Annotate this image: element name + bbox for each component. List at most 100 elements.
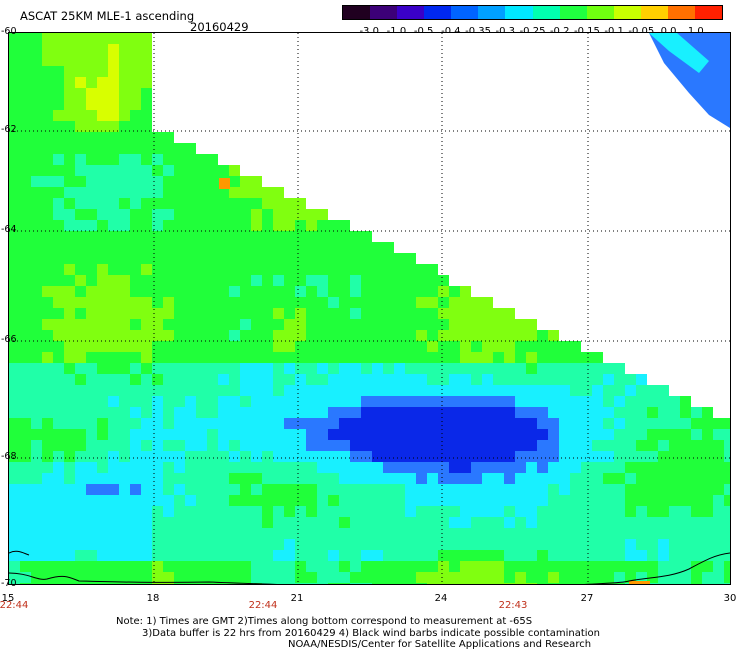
field-cell: [636, 451, 647, 462]
field-cell: [471, 451, 482, 462]
field-cell: [614, 407, 625, 418]
field-cell: [229, 396, 240, 407]
field-cell: [460, 451, 471, 462]
field-cell: [9, 374, 20, 385]
field-cell: [559, 374, 570, 385]
field-cell: [9, 209, 20, 220]
field-cell: [42, 319, 53, 330]
field-cell: [405, 264, 416, 275]
field-cell: [9, 352, 20, 363]
field-cell: [9, 517, 20, 528]
field-cell: [306, 396, 317, 407]
field-cell: [31, 506, 42, 517]
field-cell: [185, 297, 196, 308]
field-cell: [185, 407, 196, 418]
field-cell: [570, 484, 581, 495]
field-cell: [130, 550, 141, 561]
field-cell: [64, 165, 75, 176]
field-cell: [196, 220, 207, 231]
field-cell: [328, 330, 339, 341]
field-cell: [130, 253, 141, 264]
field-cell: [339, 385, 350, 396]
field-cell: [196, 352, 207, 363]
field-cell: [152, 253, 163, 264]
field-cell: [196, 572, 207, 583]
field-cell: [31, 44, 42, 55]
field-cell: [207, 363, 218, 374]
field-cell: [559, 407, 570, 418]
field-cell: [20, 297, 31, 308]
field-cell: [350, 363, 361, 374]
field-cell: [570, 506, 581, 517]
field-cell: [493, 330, 504, 341]
field-cell: [493, 363, 504, 374]
field-cell: [240, 176, 251, 187]
field-cell: [152, 176, 163, 187]
field-cell: [416, 473, 427, 484]
field-cell: [460, 308, 471, 319]
field-cell: [207, 264, 218, 275]
field-cell: [493, 319, 504, 330]
field-cell: [482, 308, 493, 319]
field-cell: [75, 440, 86, 451]
field-cell: [537, 561, 548, 572]
field-cell: [658, 495, 669, 506]
field-cell: [471, 396, 482, 407]
field-cell: [262, 297, 273, 308]
field-cell: [53, 231, 64, 242]
field-cell: [405, 561, 416, 572]
field-cell: [383, 550, 394, 561]
field-cell: [185, 253, 196, 264]
field-cell: [174, 506, 185, 517]
field-cell: [141, 374, 152, 385]
field-cell: [229, 341, 240, 352]
field-cell: [218, 396, 229, 407]
field-cell: [64, 264, 75, 275]
field-cell: [152, 385, 163, 396]
field-cell: [306, 561, 317, 572]
field-cell: [152, 484, 163, 495]
field-cell: [515, 352, 526, 363]
field-cell: [75, 517, 86, 528]
field-cell: [504, 385, 515, 396]
field-cell: [42, 132, 53, 143]
field-cell: [152, 330, 163, 341]
field-cell: [108, 583, 119, 584]
field-cell: [31, 231, 42, 242]
color-scale-swatch: [451, 6, 479, 19]
field-cell: [559, 385, 570, 396]
swath-time-label: 22:44: [248, 600, 278, 611]
field-cell: [141, 55, 152, 66]
field-cell: [163, 286, 174, 297]
field-cell: [86, 473, 97, 484]
field-cell: [438, 429, 449, 440]
field-cell: [493, 374, 504, 385]
field-cell: [108, 429, 119, 440]
field-cell: [218, 539, 229, 550]
field-cell: [691, 561, 702, 572]
field-cell: [53, 418, 64, 429]
field-cell: [9, 132, 20, 143]
field-cell: [42, 396, 53, 407]
field-cell: [119, 484, 130, 495]
field-cell: [427, 561, 438, 572]
field-cell: [493, 550, 504, 561]
field-cell: [141, 363, 152, 374]
field-cell: [284, 440, 295, 451]
field-cell: [9, 319, 20, 330]
field-cell: [20, 550, 31, 561]
field-cell: [75, 132, 86, 143]
field-cell: [42, 66, 53, 77]
field-cell: [163, 517, 174, 528]
field-cell: [196, 187, 207, 198]
field-cell: [603, 550, 614, 561]
field-cell: [119, 264, 130, 275]
field-cell: [64, 319, 75, 330]
field-cell: [218, 517, 229, 528]
field-cell: [20, 385, 31, 396]
field-cell: [97, 44, 108, 55]
field-cell: [361, 550, 372, 561]
field-cell: [108, 374, 119, 385]
field-cell: [548, 374, 559, 385]
field-cell: [9, 528, 20, 539]
